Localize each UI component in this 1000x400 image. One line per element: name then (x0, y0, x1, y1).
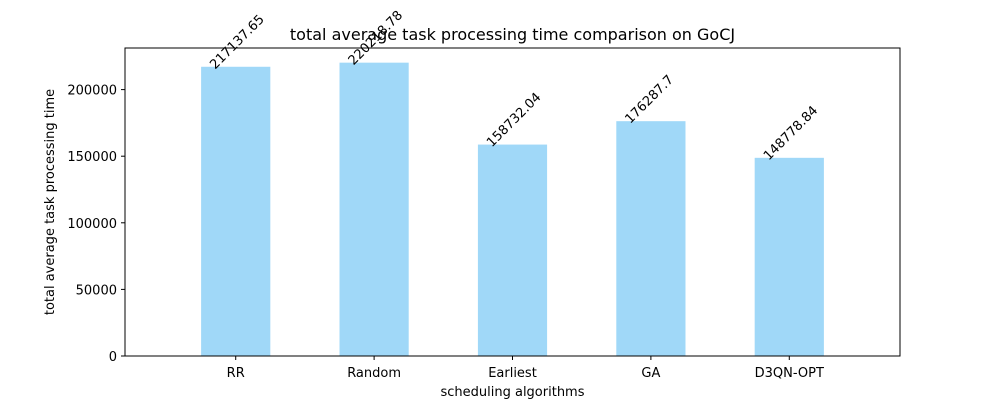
data-label: 217137.65 (207, 12, 267, 72)
bar-d3qn-opt (754, 157, 824, 356)
bar-earliest (477, 144, 548, 356)
y-tick-label: 0 (109, 350, 117, 365)
x-tick-label: Earliest (488, 366, 537, 381)
chart-title: total average task processing time compa… (290, 25, 735, 44)
data-label: 176287.7 (623, 73, 677, 127)
x-tick-label: GA (641, 366, 660, 381)
y-axis-label: total average task processing time (43, 89, 58, 315)
bars-group (201, 62, 824, 357)
y-tick-label: 50000 (76, 283, 117, 298)
bar-random (339, 62, 409, 357)
x-axis-label: scheduling algorithms (440, 385, 584, 400)
x-axis-ticks: RR Random Earliest GA D3QN-OPT (227, 356, 824, 381)
x-tick-label: RR (227, 366, 245, 381)
data-label: 148778.84 (761, 103, 821, 163)
x-tick-label: Random (347, 366, 401, 381)
data-label: 158732.04 (484, 90, 544, 150)
y-tick-label: 200000 (67, 84, 117, 99)
x-tick-label: D3QN-OPT (755, 366, 824, 381)
bar-rr (201, 66, 271, 357)
bar-ga (616, 121, 686, 356)
y-tick-label: 150000 (67, 150, 117, 165)
y-axis-ticks: 0 50000 100000 150000 200000 (67, 84, 125, 365)
y-tick-label: 100000 (67, 217, 117, 232)
